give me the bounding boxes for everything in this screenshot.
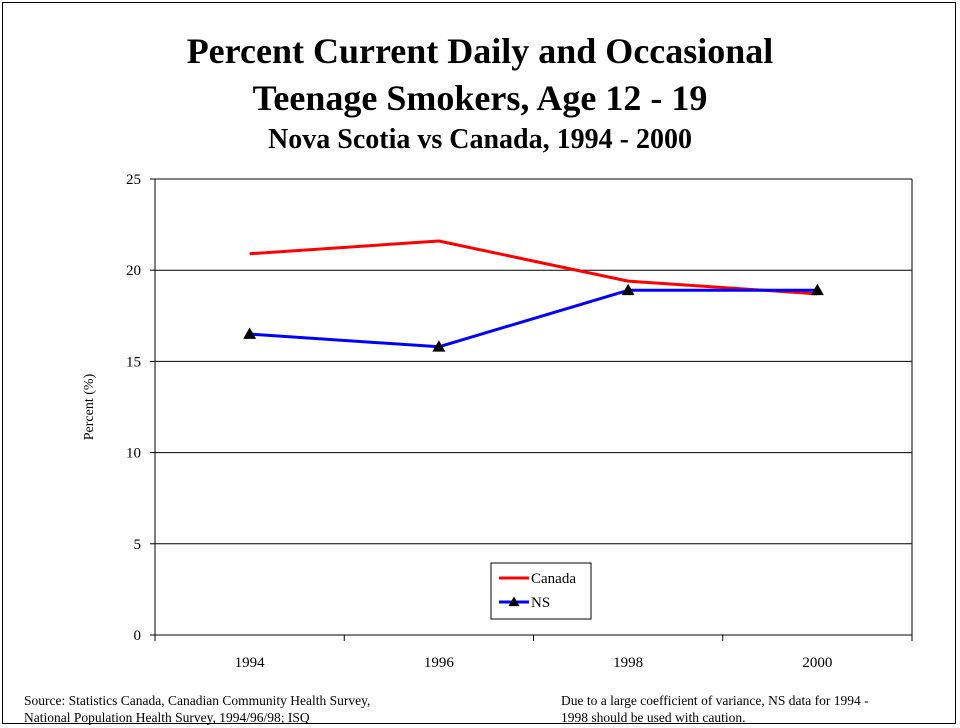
caution-line-2: 1998 should be used with caution. — [561, 710, 746, 725]
y-tick-label-10: 10 — [126, 446, 141, 462]
data-point-ns-1994 — [243, 327, 257, 339]
x-tick-label-2000: 2000 — [802, 655, 832, 671]
series-line-canada — [249, 239, 818, 296]
y-tick-label-0: 0 — [134, 628, 142, 644]
x-tick-label-1996: 1996 — [424, 655, 455, 671]
legend-box — [490, 562, 592, 620]
caution-note: Due to a large coefficient of variance, … — [561, 692, 960, 726]
chart-subtitle: Nova Scotia vs Canada, 1994 - 2000 — [268, 124, 692, 155]
x-tick-label-1998: 1998 — [613, 655, 643, 671]
chart-title: Percent Current Daily and Occasional — [186, 31, 774, 71]
series-line-ns — [249, 288, 818, 349]
chart-title-line2: Teenage Smokers, Age 12 - 19 — [252, 78, 708, 118]
y-tick-label-20: 20 — [126, 263, 141, 279]
y-tick-label-15: 15 — [126, 354, 141, 370]
legend-label-ns: NS — [531, 595, 550, 611]
data-point-ns-1998 — [621, 283, 635, 296]
y-tick-label-25: 25 — [126, 172, 141, 188]
legend-label-canada: Canada — [531, 571, 576, 587]
y-tick-label-5: 5 — [134, 537, 142, 553]
legend-marker-ns — [508, 596, 520, 607]
data-point-ns-2000 — [810, 283, 824, 296]
y-axis-label: Percent (%) — [82, 373, 97, 440]
source-line-2: National Population Health Survey, 1994/… — [24, 710, 310, 725]
data-point-ns-1996 — [432, 340, 446, 352]
caution-line-1: Due to a large coefficient of variance, … — [561, 693, 869, 708]
x-tick-label-1994: 1994 — [235, 655, 266, 671]
source-note: Source: Statistics Canada, Canadian Comm… — [24, 692, 544, 726]
source-line-1: Source: Statistics Canada, Canadian Comm… — [24, 693, 371, 708]
